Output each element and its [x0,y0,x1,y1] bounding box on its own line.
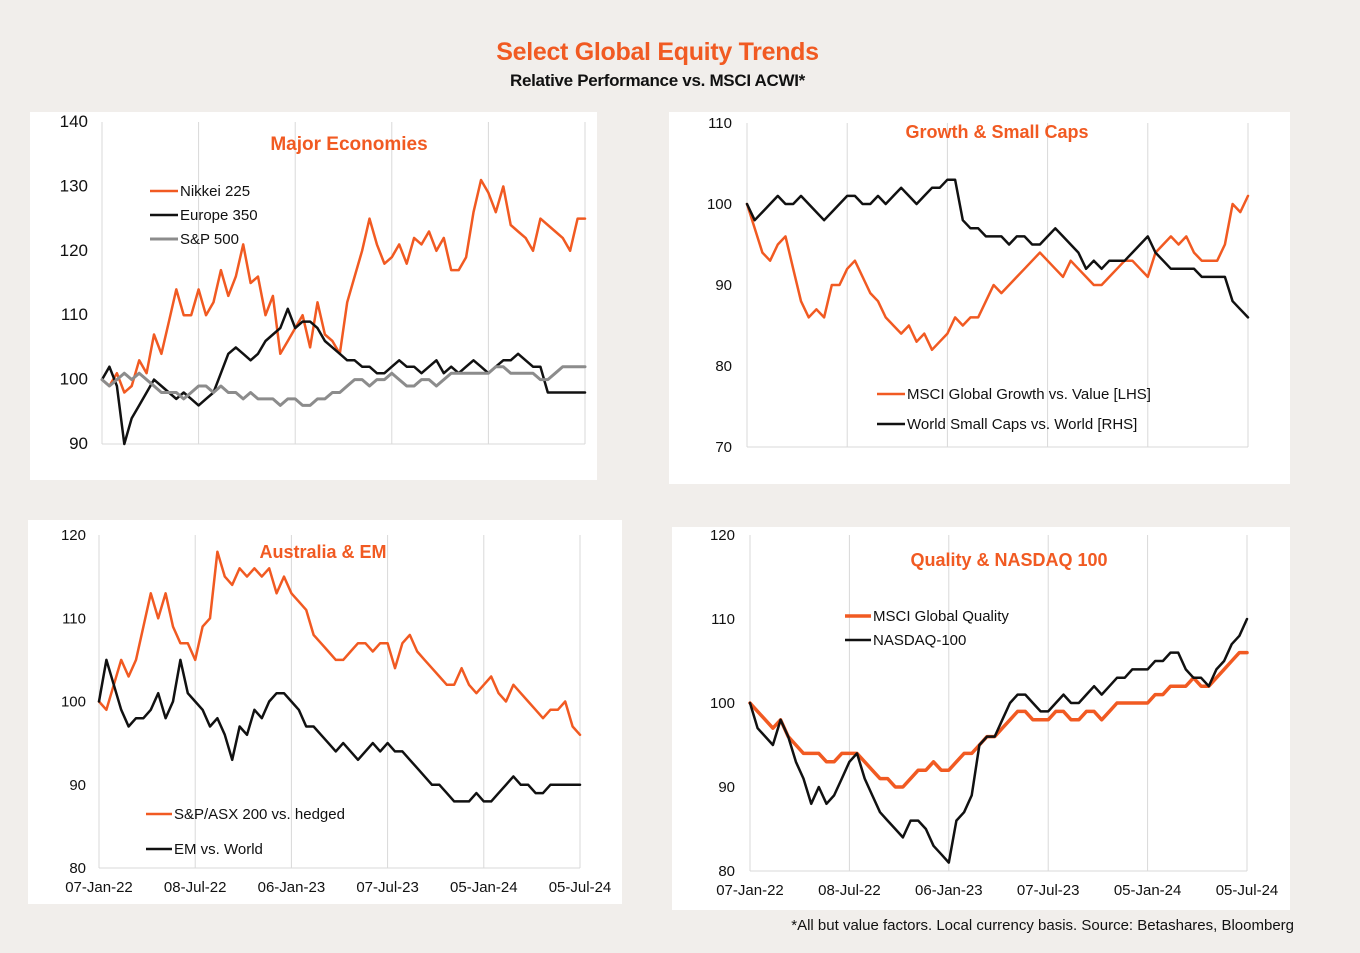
x-tick-label: 05-Jan-24 [1114,882,1182,899]
series-line-msci-global-quality [748,650,1249,789]
x-tick-label: 06-Jan-23 [258,879,326,896]
y-tick-label: 120 [60,241,88,260]
y-tick-label: 70 [715,439,732,456]
x-tick-label: 07-Jul-23 [1017,882,1080,899]
y-tick-label: 130 [60,176,88,195]
australia-em-chart: 80 90 100 110 120 07-Jan-22 08-Jul-22 06-Jan-23… [61,527,612,896]
x-tick-label: 06-Jan-23 [915,882,983,899]
y-tick-label: 120 [710,527,735,544]
chart-title: Growth & Small Caps [905,122,1088,142]
series-line-europe-350 [100,307,587,446]
x-tick-label: 07-Jan-22 [716,882,784,899]
series-line-nikkei-225 [100,178,587,394]
legend-label: S&P 500 [180,231,239,248]
series-line-msci-global-growth-vs-value-lhs [745,194,1250,352]
series-line-s-p-asx-200-vs-hedged [97,550,582,737]
australia-em-panel: 80 90 100 110 120 07-Jan-22 08-Jul-22 06-Jan-23… [28,520,622,904]
x-tick-label: 07-Jul-23 [356,879,419,896]
major-economies-chart: 90 100 110 120 130 140 Major Economies Nikkei 2… [60,112,587,453]
y-tick-label: 120 [61,527,86,544]
legend-label: S&P/ASX 200 vs. hedged [174,806,345,823]
page-subtitle: Relative Performance vs. MSCI ACWI* [510,71,805,90]
legend-label: EM vs. World [174,841,263,858]
x-tick-label: 05-Jul-24 [549,879,612,896]
y-tick-label: 100 [60,370,88,389]
x-tick-label: 08-Jul-22 [818,882,881,899]
major-economies-panel: 90 100 110 120 130 140 Major Economies Nikkei 2… [30,112,597,480]
legend-label: Europe 350 [180,207,258,224]
y-tick-label: 100 [710,695,735,712]
footnote: *All but value factors. Local currency b… [791,917,1294,934]
legend-label: World Small Caps vs. World [RHS] [907,416,1137,433]
x-tick-label: 05-Jan-24 [450,879,518,896]
series-line-em-vs-world [97,658,582,803]
x-tick-label: 05-Jul-24 [1216,882,1279,899]
legend-label: NASDAQ-100 [873,632,966,649]
x-tick-label: 07-Jan-22 [65,879,133,896]
growth-small-caps-chart: 70 80 90 100 110 Growth & Small Caps MSCI Glob… [707,115,1250,456]
y-tick-label: 90 [69,434,88,453]
growth-small-caps-panel: 70 80 90 100 110 Growth & Small Caps MSCI Glob… [669,112,1290,484]
page-title: Select Global Equity Trends [496,38,819,66]
y-tick-label: 110 [711,611,735,628]
y-tick-label: 90 [718,779,735,796]
y-tick-label: 80 [69,860,86,877]
y-tick-label: 110 [62,610,86,627]
y-tick-label: 100 [61,694,86,711]
y-tick-label: 80 [715,358,732,375]
y-tick-label: 80 [718,863,735,880]
legend-label: MSCI Global Growth vs. Value [LHS] [907,386,1151,403]
series-line-s-p-500 [100,365,587,407]
y-tick-label: 140 [60,112,88,131]
series-line-world-small-caps-vs-world-rhs [745,178,1250,319]
y-tick-label: 100 [707,196,732,213]
chart-title: Quality & NASDAQ 100 [910,550,1107,570]
x-tick-label: 08-Jul-22 [164,879,227,896]
chart-title: Major Economies [270,134,427,155]
legend-label: MSCI Global Quality [873,608,1009,625]
chart-title: Australia & EM [259,542,386,562]
legend-label: Nikkei 225 [180,183,250,200]
series-line-nasdaq-100 [748,617,1249,864]
quality-nasdaq-panel: 80 90 100 110 120 07-Jan-22 08-Jul-22 06-Jan-23… [672,527,1290,910]
y-tick-label: 110 [708,115,732,132]
y-tick-label: 90 [69,777,86,794]
y-tick-label: 90 [715,277,732,294]
quality-nasdaq-chart: 80 90 100 110 120 07-Jan-22 08-Jul-22 06-Jan-23… [710,527,1279,899]
y-tick-label: 110 [61,305,88,324]
